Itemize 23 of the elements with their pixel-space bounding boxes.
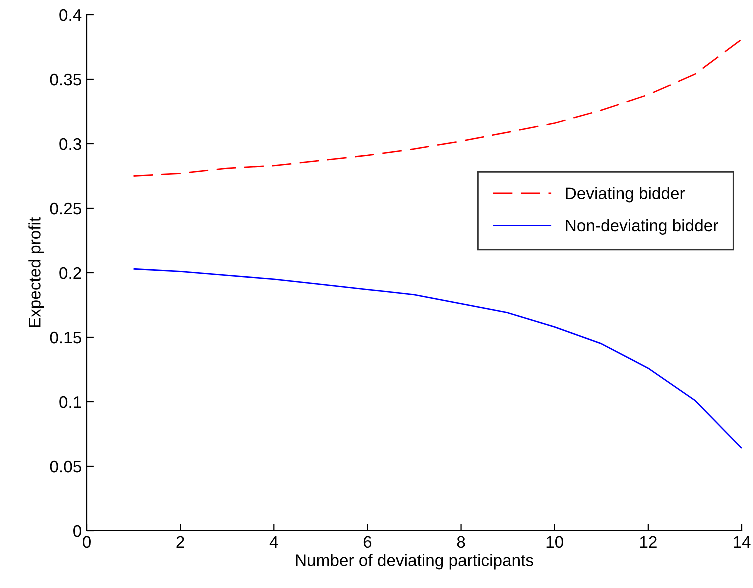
x-tick-label: 6 [364, 536, 372, 548]
x-tick-label: 12 [640, 536, 657, 548]
x-tick-label: 2 [176, 536, 184, 548]
y-tick-label: 0.25 [50, 202, 82, 215]
y-tick-label: 0.05 [50, 460, 82, 473]
x-tick-label: 14 [734, 536, 751, 548]
y-tick-label: 0 [74, 525, 82, 538]
y-tick-label: 0.15 [50, 332, 82, 344]
y-tick-label: 0.3 [60, 138, 82, 150]
y-tick-label: 0.1 [60, 396, 82, 408]
y-axis-title: Expected profit [28, 218, 44, 328]
x-axis-title: Number of deviating participants [296, 554, 534, 570]
x-tick-label: 10 [546, 536, 564, 548]
y-tick-label: 0.2 [60, 267, 82, 280]
legend-label: Non-deviating bidder [566, 219, 718, 235]
x-tick-label: 8 [457, 536, 466, 548]
y-tick-label: 0.35 [50, 74, 82, 86]
y-tick-label: 0.4 [60, 9, 82, 22]
x-tick-label: 0 [83, 536, 91, 548]
legend-label: Deviating bidder [566, 187, 686, 203]
x-tick-label: 4 [270, 536, 278, 548]
line-series [133, 38, 742, 177]
line-series [133, 268, 742, 450]
